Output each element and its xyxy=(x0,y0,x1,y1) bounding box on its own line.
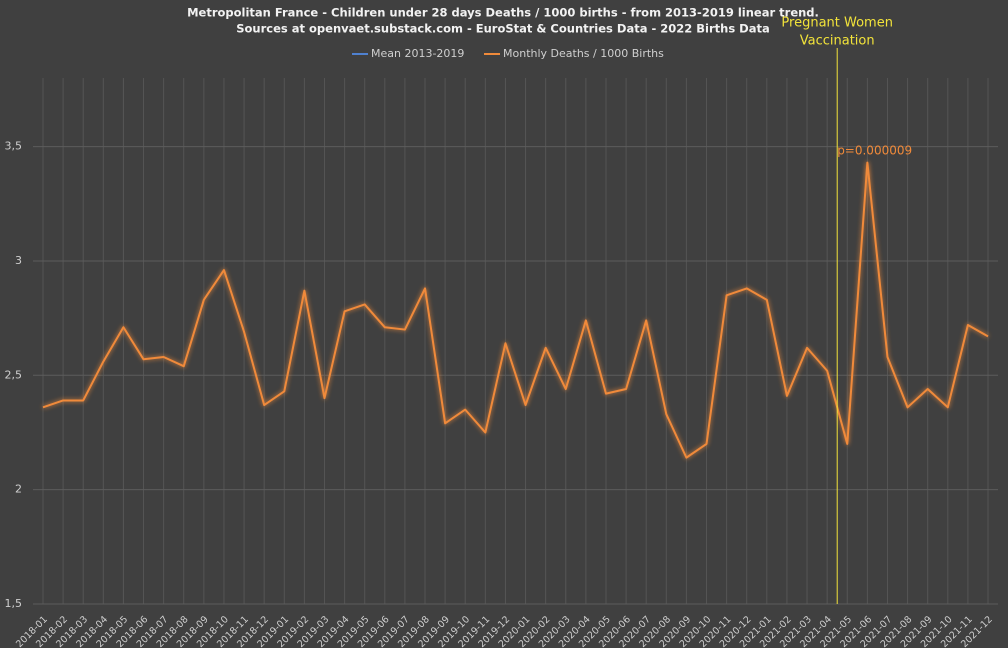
data-line xyxy=(42,161,989,459)
y-tick-label: 1,5 xyxy=(5,597,23,610)
y-tick-label: 3,5 xyxy=(5,140,23,153)
annotation: p=0.000009 xyxy=(837,144,912,158)
legend-label: Monthly Deaths / 1000 Births xyxy=(503,47,664,60)
chart-subtitle: Sources at openvaet.substack.com - EuroS… xyxy=(236,22,769,36)
y-tick-label: 2,5 xyxy=(5,368,23,381)
legend-label: Mean 2013-2019 xyxy=(371,47,464,60)
y-tick-label: 3 xyxy=(15,254,22,267)
annotation: Pregnant Women xyxy=(781,16,893,31)
y-tick-label: 2 xyxy=(15,483,22,496)
chart-title: Metropolitan France - Children under 28 … xyxy=(187,6,819,20)
annotation: Vaccination xyxy=(800,34,875,49)
